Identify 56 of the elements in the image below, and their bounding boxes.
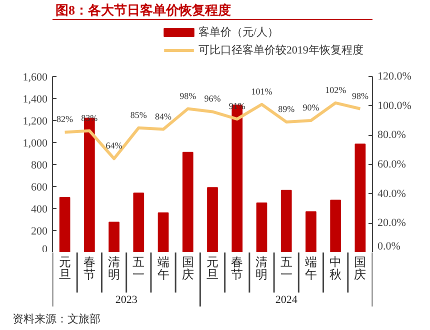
x-tick-label: 清明 [256, 255, 268, 282]
y-tick-label: 200 [31, 226, 48, 238]
data-label: 98% [352, 90, 369, 101]
x-tick-label: 国庆 [354, 255, 366, 282]
y2-tick-label: 20.0% [378, 217, 406, 230]
bar [354, 144, 366, 252]
bar [158, 212, 169, 252]
bar [280, 190, 292, 252]
x-tick-label: 清明 [108, 255, 120, 282]
data-label: 102% [325, 84, 347, 95]
bar [256, 202, 268, 252]
legend-label: 可比口径客单价较2019年恢复程度 [198, 44, 364, 56]
y2-tick-label: 120.0% [378, 70, 412, 82]
x-tick-label: 五一 [280, 255, 292, 282]
x-tick-label: 元旦 [206, 255, 218, 282]
text: 2024 [275, 294, 298, 306]
data-label: 64% [106, 140, 123, 151]
data-label: 89% [278, 104, 296, 114]
bar [330, 200, 341, 252]
data-label: 82% [56, 114, 74, 124]
x-tick-label: 春节 [83, 255, 96, 282]
x-tick-label: 五一 [132, 255, 145, 282]
data-label: 96% [204, 94, 222, 104]
text: 2023 [115, 294, 138, 306]
bar [182, 152, 194, 252]
data-label: 90% [302, 102, 320, 112]
x-tick-label: 春节 [231, 255, 244, 282]
y-tick-label: 600 [31, 182, 48, 194]
bar [306, 211, 316, 252]
data-label: 85% [130, 110, 148, 120]
bar [108, 222, 120, 252]
y-tick-label: 1,600 [22, 72, 48, 84]
y-tick-label: 1,000 [22, 138, 48, 150]
y2-tick-label: 60.0% [378, 158, 406, 170]
x-tick-label: 元旦 [58, 255, 71, 282]
legend-label: 客单价（元/人） [198, 26, 278, 38]
x-tick-label: 端午 [304, 255, 317, 282]
x-tick-label: 端午 [157, 255, 170, 282]
y2-tick-label: 100.0% [378, 100, 412, 112]
y2-tick-label: 80.0% [378, 129, 406, 142]
data-label: 101% [251, 86, 273, 96]
y2-tick-label: 0.0% [378, 240, 400, 252]
bar [207, 187, 218, 252]
y-tick-label: 1,400 [22, 94, 48, 106]
y-tick-label: 800 [31, 160, 48, 172]
data-label: 98% [180, 90, 197, 101]
y-tick-label: 400 [31, 204, 48, 216]
chart-title: 图8：各大节日客单价恢复程度 [55, 2, 231, 18]
x-tick-label: 中秋 [330, 255, 342, 282]
text: 资料来源：文旅部 [12, 312, 100, 326]
x-tick-label: 国庆 [182, 255, 194, 282]
data-label: 84% [155, 111, 172, 122]
bar [133, 192, 144, 252]
y-tick-label: 1,200 [22, 116, 48, 128]
y2-tick-label: 40.0% [378, 188, 406, 200]
bar [59, 197, 70, 252]
